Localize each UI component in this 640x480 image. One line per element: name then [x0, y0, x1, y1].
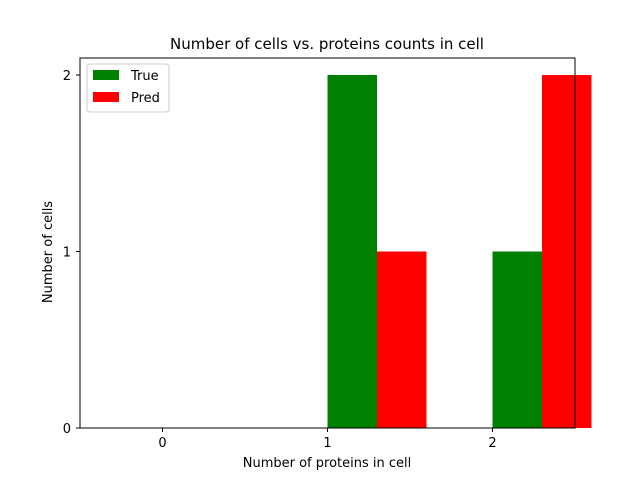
legend-label-true: True — [130, 69, 159, 84]
y-tick-label: 2 — [63, 69, 71, 84]
y-tick-label: 1 — [63, 246, 71, 261]
x-tick-label: 0 — [158, 436, 166, 451]
y-tick-label: 0 — [63, 422, 71, 437]
ticks-group: 0 1 2 0 1 2 — [63, 69, 497, 451]
plot-frame — [79, 57, 576, 429]
bars-group — [327, 75, 592, 428]
legend-label-pred: Pred — [131, 91, 160, 106]
legend-swatch-true — [93, 70, 119, 80]
chart-title: Number of cells vs. proteins counts in c… — [170, 35, 484, 53]
bar-true-1 — [327, 75, 377, 428]
bar-true-2 — [492, 251, 542, 428]
legend: True Pred — [86, 63, 170, 113]
x-tick-label: 1 — [323, 436, 331, 451]
bar-pred-1 — [377, 251, 427, 428]
y-axis-label: Number of cells — [41, 201, 56, 303]
legend-swatch-pred — [93, 92, 119, 102]
x-axis-label: Number of proteins in cell — [243, 456, 412, 471]
x-tick-label: 2 — [488, 436, 496, 451]
bar-pred-2 — [542, 75, 592, 428]
